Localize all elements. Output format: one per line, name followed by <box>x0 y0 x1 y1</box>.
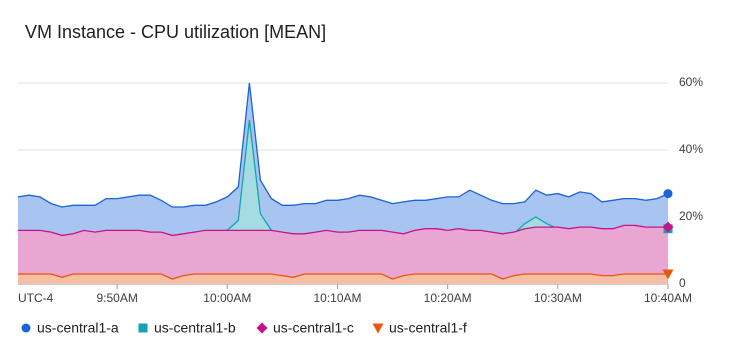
chart-title: VM Instance - CPU utilization [MEAN] <box>25 22 326 42</box>
marker <box>662 269 674 280</box>
legend-marker <box>138 323 148 333</box>
line <box>18 224 668 237</box>
x-tick-label: 10:20AM <box>424 291 472 305</box>
x-tick-label: 10:10AM <box>313 291 361 305</box>
plot-area: 0 20% 40% 60% UTC-4 9:50AM 10:00AM 10:10AM 10:20… <box>17 75 703 305</box>
legend-label: us-central1-a <box>37 320 119 336</box>
y-tick-label: 0 <box>679 276 686 290</box>
x-tick-label: 10:30AM <box>534 291 582 305</box>
x-tick-label: 10:40AM <box>644 291 692 305</box>
marker <box>663 189 673 199</box>
area <box>18 274 668 284</box>
legend-marker <box>21 323 31 333</box>
legend: us-central1-a us-central1-b us-central1-c u… <box>21 320 467 336</box>
y-tick-label: 60% <box>679 75 703 89</box>
legend-marker <box>256 322 268 334</box>
legend-label: us-central1-c <box>273 320 354 336</box>
legend-label: us-central1-b <box>154 320 236 336</box>
legend-marker <box>372 323 384 334</box>
legend-label: us-central1-f <box>389 320 467 336</box>
line <box>17 82 669 208</box>
x-tick-label: 10:00AM <box>203 291 251 305</box>
x-tick-label: 9:50AM <box>96 291 137 305</box>
y-tick-label: 40% <box>679 142 703 156</box>
y-tick-label: 20% <box>679 209 703 223</box>
x-axis-timezone: UTC-4 <box>18 291 54 305</box>
marker <box>662 221 674 233</box>
line <box>18 273 668 280</box>
area <box>18 225 668 284</box>
